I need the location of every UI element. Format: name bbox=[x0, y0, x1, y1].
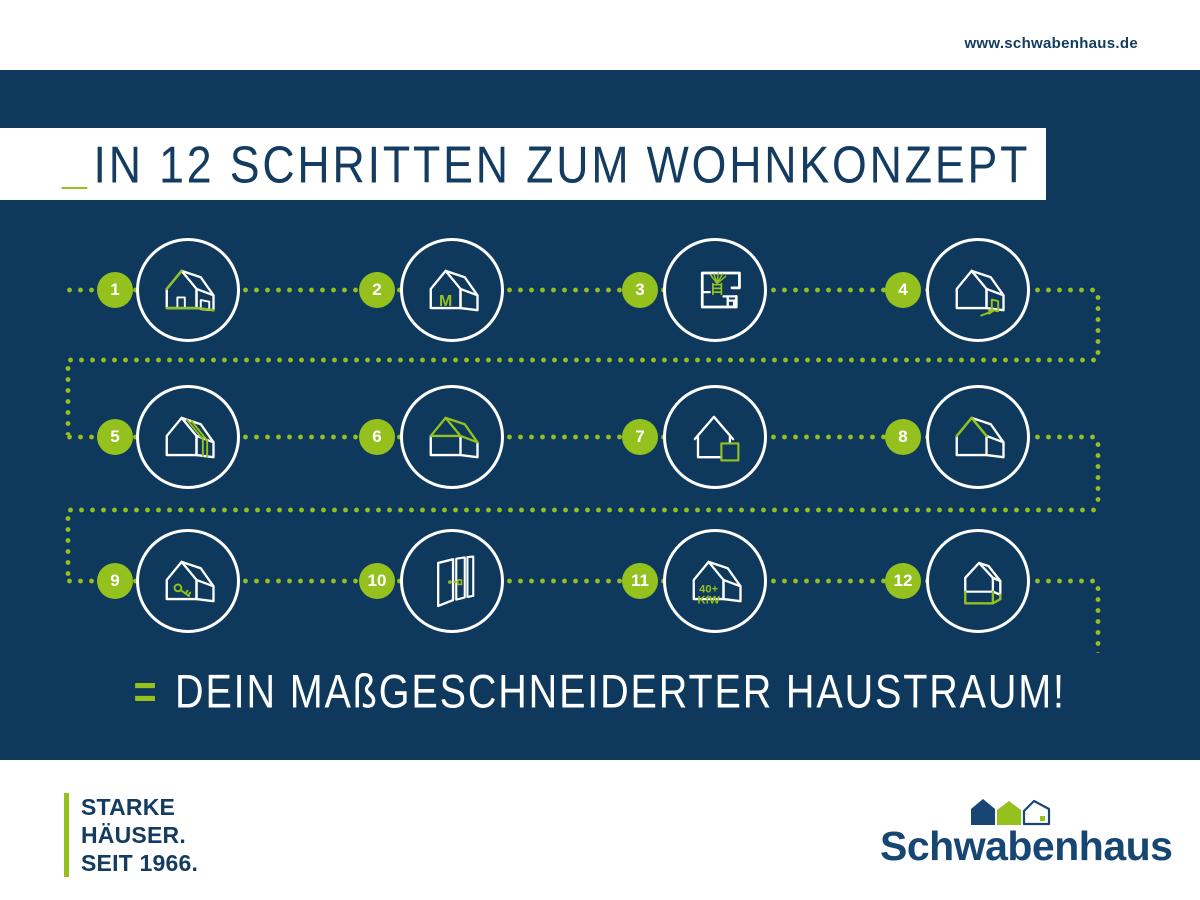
website-url: www.schwabenhaus.de bbox=[964, 35, 1138, 52]
basement-house-icon bbox=[964, 561, 1002, 605]
kfw-label-line1: 40+ bbox=[699, 584, 718, 596]
step-number-badge: 6 bbox=[359, 419, 395, 455]
dotted-connector-return2 bbox=[65, 507, 1098, 513]
model-house-letter: M bbox=[439, 293, 452, 310]
tagline-line-1: STARKE bbox=[81, 794, 176, 820]
step-number-badge: 10 bbox=[359, 563, 395, 599]
house-icon bbox=[165, 269, 215, 312]
step-number-badge: 2 bbox=[359, 272, 395, 308]
dotted-connector-return1 bbox=[65, 357, 1098, 363]
result-text: DEIN MAßGESCHNEIDERTER HAUSTRAUM! bbox=[175, 665, 1067, 718]
roof-house-icon bbox=[429, 416, 479, 459]
footer: STARKE HÄUSER. SEIT 1966. Schwabenhaus bbox=[0, 760, 1200, 900]
step-circle-10 bbox=[400, 529, 504, 633]
step-number-badge: 8 bbox=[885, 419, 921, 455]
floor-plan-icon bbox=[700, 271, 741, 309]
logo-house-outline bbox=[1022, 799, 1051, 826]
dotted-connector-left-down1 bbox=[65, 363, 71, 435]
logo-houses-icon bbox=[971, 799, 1051, 826]
step-circle-11: 40+ KfW bbox=[663, 529, 767, 633]
step-circle-6 bbox=[400, 385, 504, 489]
top-bar: www.schwabenhaus.de bbox=[0, 0, 1200, 70]
page-title: _IN 12 SCHRITTEN ZUM WOHNKONZEPT bbox=[62, 134, 1030, 195]
dotted-connector-right-down1 bbox=[1095, 292, 1101, 358]
step-number-badge: 4 bbox=[885, 272, 921, 308]
step-circle-3 bbox=[663, 238, 767, 342]
title-banner: _IN 12 SCHRITTEN ZUM WOHNKONZEPT bbox=[0, 128, 1046, 200]
logo-house-window bbox=[1040, 816, 1045, 821]
step-number-badge: 12 bbox=[885, 563, 921, 599]
step-circle-8 bbox=[926, 385, 1030, 489]
step-circle-4 bbox=[926, 238, 1030, 342]
step-circle-9 bbox=[136, 529, 240, 633]
dotted-connector-row2 bbox=[64, 434, 1098, 440]
model-house-icon: M bbox=[429, 269, 479, 312]
dotted-connector-right-down2 bbox=[1095, 439, 1101, 507]
result-line: = DEIN MAßGESCHNEIDERTER HAUSTRAUM! bbox=[0, 662, 1200, 722]
key-house-icon bbox=[165, 560, 215, 603]
wall-panels-house-icon bbox=[165, 416, 215, 459]
step-number-badge: 1 bbox=[97, 272, 133, 308]
kfw-efficiency-house-icon: 40+ KfW bbox=[692, 560, 742, 606]
tagline-line-2: HÄUSER. bbox=[81, 822, 186, 848]
step-number-badge: 5 bbox=[97, 419, 133, 455]
logo-house-green bbox=[997, 801, 1021, 825]
shell-house-icon bbox=[955, 416, 1005, 459]
extension-house-icon bbox=[693, 415, 740, 462]
dotted-connector-row3 bbox=[64, 578, 1098, 584]
step-number-badge: 7 bbox=[622, 419, 658, 455]
step-number-badge: 9 bbox=[97, 563, 133, 599]
brand-tagline: STARKE HÄUSER. SEIT 1966. bbox=[64, 793, 198, 877]
equals-sign: = bbox=[133, 665, 159, 718]
step-circle-5 bbox=[136, 385, 240, 489]
dotted-connector-final-down bbox=[1095, 583, 1101, 653]
kfw-label-line2: KfW bbox=[697, 594, 720, 606]
step-circle-12 bbox=[926, 529, 1030, 633]
step-number-badge: 11 bbox=[622, 563, 658, 599]
result-statement: = DEIN MAßGESCHNEIDERTER HAUSTRAUM! bbox=[134, 665, 1066, 719]
main-panel: _IN 12 SCHRITTEN ZUM WOHNKONZEPT 1 2 3 4… bbox=[0, 70, 1200, 760]
title-text: IN 12 SCHRITTEN ZUM WOHNKONZEPT bbox=[93, 134, 1031, 194]
dotted-connector-left-down2 bbox=[65, 513, 71, 579]
brand-wordmark: Schwabenhaus bbox=[880, 823, 1173, 869]
tagline-line-3: SEIT 1966. bbox=[81, 850, 199, 876]
step-number-badge: 3 bbox=[622, 272, 658, 308]
step-circle-2: M bbox=[400, 238, 504, 342]
logo-house-navy bbox=[971, 799, 995, 825]
move-in-house-icon bbox=[955, 269, 1005, 317]
step-circle-1 bbox=[136, 238, 240, 342]
title-underscore: _ bbox=[62, 134, 90, 194]
brand-logo: Schwabenhaus bbox=[880, 798, 1173, 869]
dotted-connector-row1 bbox=[64, 287, 1098, 293]
doors-icon bbox=[437, 555, 475, 608]
step-circle-7 bbox=[663, 385, 767, 489]
